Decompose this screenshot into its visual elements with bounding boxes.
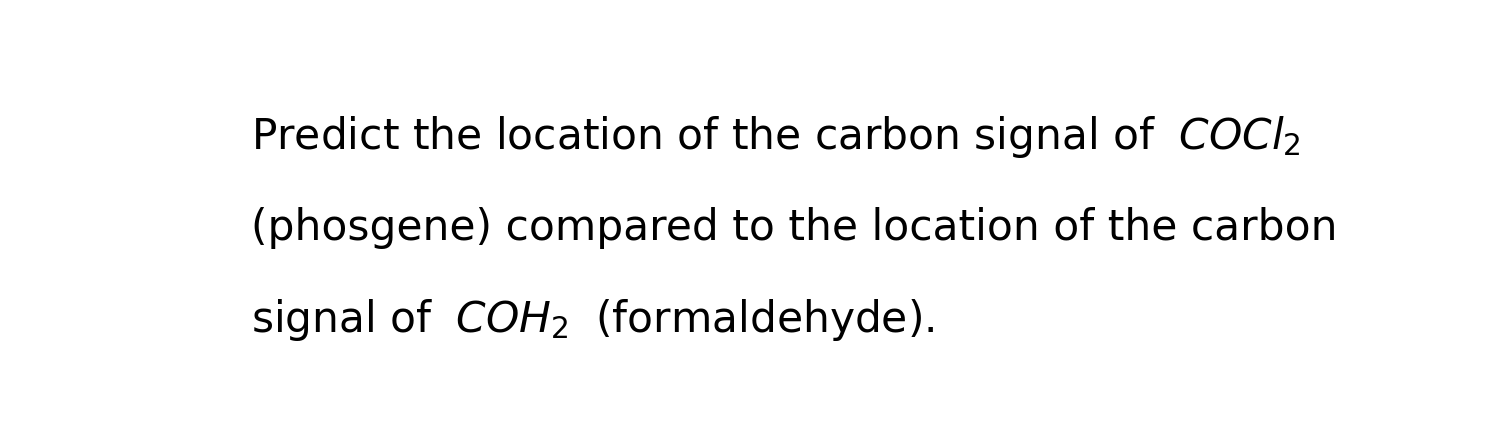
Text: signal of $\;COH_2\;$ (formaldehyde).: signal of $\;COH_2\;$ (formaldehyde). xyxy=(252,297,934,343)
Text: Predict the location of the carbon signal of $\;COCl_2$: Predict the location of the carbon signa… xyxy=(252,114,1300,160)
Text: (phosgene) compared to the location of the carbon: (phosgene) compared to the location of t… xyxy=(252,207,1338,249)
